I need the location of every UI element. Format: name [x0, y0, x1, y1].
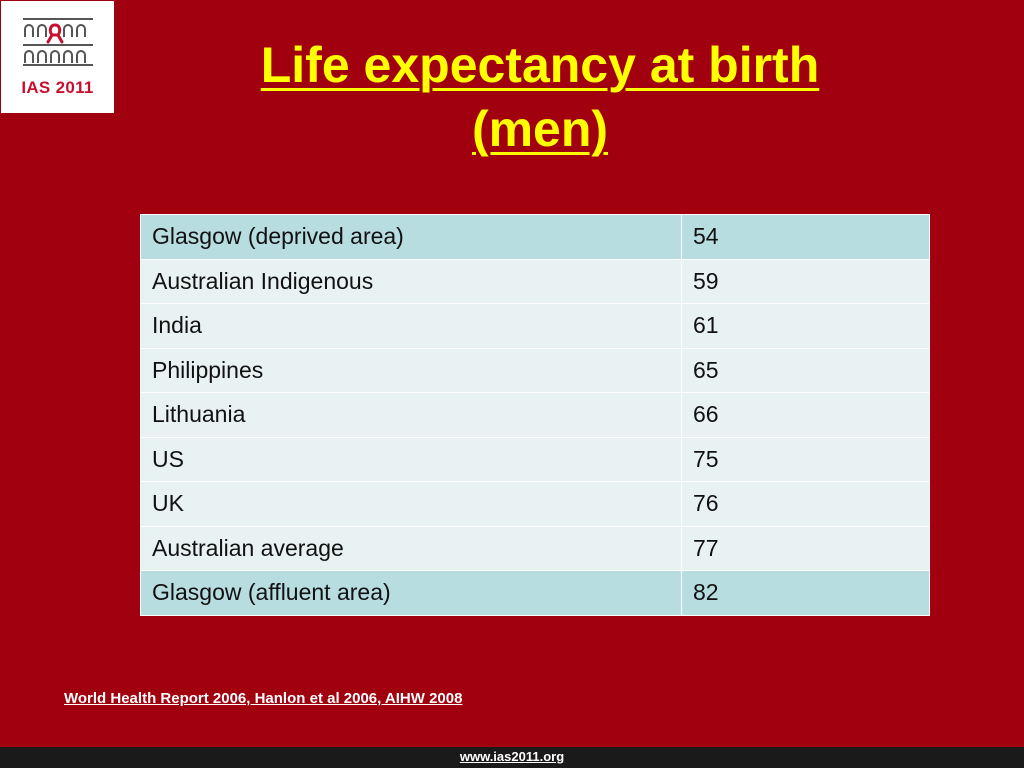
life-expectancy-value-cell: 75: [681, 436, 930, 482]
table-row: Lithuania 66: [140, 392, 930, 438]
table-row: UK 76: [140, 481, 930, 527]
location-cell: UK: [140, 481, 682, 527]
footer-url-link[interactable]: www.ias2011.org: [459, 749, 565, 764]
location-cell: Australian average: [140, 525, 682, 571]
table-row: Australian average 77: [140, 525, 930, 571]
table-row: India 61: [140, 303, 930, 349]
location-cell: Philippines: [140, 347, 682, 393]
location-cell: Glasgow (affluent area): [140, 570, 682, 616]
life-expectancy-value-cell: 65: [681, 347, 930, 393]
colosseum-logo-graphic: [23, 18, 93, 66]
table-row: Glasgow (deprived area) 54: [140, 214, 930, 260]
title-line-1: Life expectancy at birth: [260, 37, 820, 93]
life-expectancy-value-cell: 76: [681, 481, 930, 527]
life-expectancy-table: Glasgow (deprived area) 54 Australian Indi…: [140, 214, 930, 616]
ias-logo: IAS 2011: [1, 1, 114, 113]
life-expectancy-value-cell: 77: [681, 525, 930, 571]
title-line-2: (men): [471, 101, 609, 157]
slide-title: Life expectancy at birth (men): [150, 33, 930, 161]
location-cell: US: [140, 436, 682, 482]
location-cell: India: [140, 303, 682, 349]
location-cell: Lithuania: [140, 392, 682, 438]
life-expectancy-value-cell: 82: [681, 570, 930, 616]
logo-text: IAS 2011: [21, 78, 94, 97]
location-cell: Glasgow (deprived area): [140, 214, 682, 260]
table-row: Philippines 65: [140, 347, 930, 393]
life-expectancy-value-cell: 61: [681, 303, 930, 349]
source-citation-link[interactable]: World Health Report 2006, Hanlon et al 2…: [64, 690, 463, 707]
life-expectancy-value-cell: 59: [681, 258, 930, 304]
life-expectancy-value-cell: 66: [681, 392, 930, 438]
table-body: Glasgow (deprived area) 54 Australian Indi…: [140, 214, 930, 616]
table-row: Australian Indigenous 59: [140, 258, 930, 304]
table-row: Glasgow (affluent area) 82: [140, 570, 930, 616]
life-expectancy-value-cell: 54: [681, 214, 930, 260]
table-row: US 75: [140, 436, 930, 482]
location-cell: Australian Indigenous: [140, 258, 682, 304]
footer-bar: www.ias2011.org: [0, 747, 1024, 768]
